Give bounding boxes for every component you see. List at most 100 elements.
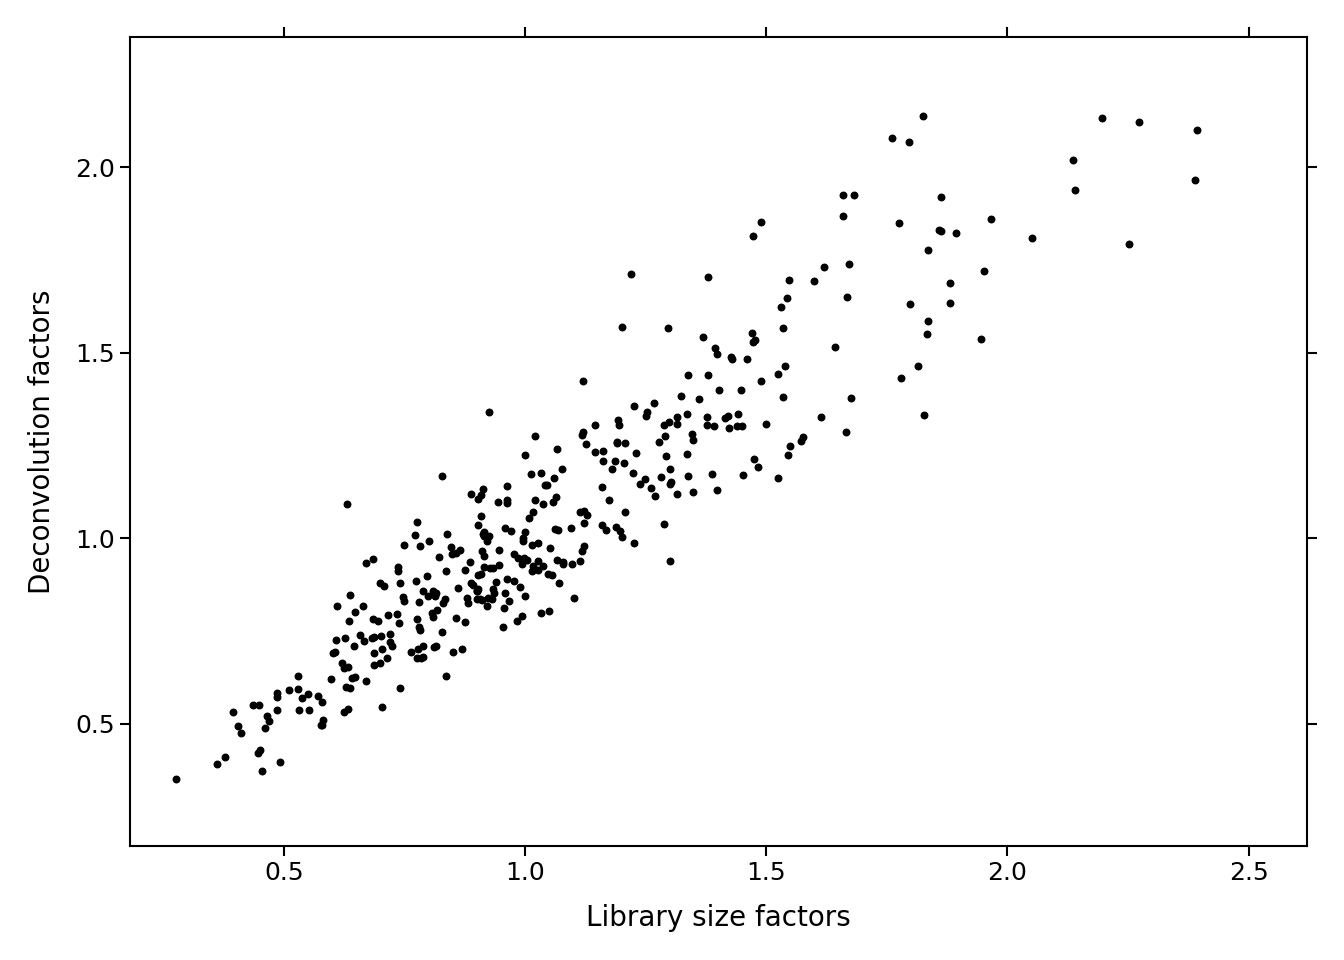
Point <box>907 359 929 374</box>
Point <box>731 468 753 483</box>
Point <box>657 321 679 336</box>
Point <box>312 712 333 728</box>
Point <box>496 495 517 511</box>
Point <box>495 586 516 601</box>
Point <box>659 415 680 430</box>
Point <box>339 613 360 629</box>
Point <box>352 598 374 613</box>
Point <box>528 563 550 578</box>
Point <box>523 504 544 519</box>
Point <box>683 485 704 500</box>
Point <box>495 520 516 536</box>
Point <box>703 419 724 434</box>
Point <box>688 391 710 406</box>
Point <box>496 479 517 494</box>
Point <box>478 528 500 543</box>
Point <box>364 658 386 673</box>
Point <box>552 554 574 569</box>
Point <box>394 537 415 552</box>
Point <box>431 624 453 639</box>
Point <box>539 603 560 618</box>
Point <box>524 428 546 444</box>
Point <box>731 418 753 433</box>
Point <box>730 382 751 397</box>
Point <box>445 545 466 561</box>
Point <box>727 419 749 434</box>
Point <box>388 615 410 631</box>
Point <box>683 433 704 448</box>
Point <box>1184 172 1206 187</box>
Point <box>980 211 1001 227</box>
Point <box>410 650 431 665</box>
Point <box>445 611 466 626</box>
Point <box>333 630 355 645</box>
Point <box>426 603 448 618</box>
Point <box>368 613 390 629</box>
Point <box>607 418 629 433</box>
Point <box>620 267 641 282</box>
Point <box>890 371 911 386</box>
Point <box>339 588 360 603</box>
Point <box>780 439 801 454</box>
Point <box>914 407 935 422</box>
Point <box>777 290 798 305</box>
Point <box>206 756 227 772</box>
Point <box>591 479 613 494</box>
Point <box>454 613 476 629</box>
Point <box>482 582 504 597</box>
Point <box>548 575 570 590</box>
Point <box>496 571 517 587</box>
Point <box>376 651 398 666</box>
Point <box>614 504 636 519</box>
Point <box>773 389 794 404</box>
Point <box>551 462 573 477</box>
Point <box>382 638 403 654</box>
Point <box>591 517 613 533</box>
Point <box>946 225 968 240</box>
Point <box>743 451 765 467</box>
Point <box>706 347 727 362</box>
Point <box>431 468 453 484</box>
Point <box>543 470 564 486</box>
Point <box>573 424 594 440</box>
Point <box>508 550 530 565</box>
Point <box>573 539 594 554</box>
Point <box>460 555 481 570</box>
Point <box>477 590 499 606</box>
Point <box>634 471 656 487</box>
Point <box>574 503 595 518</box>
Point <box>718 420 739 436</box>
Point <box>930 189 952 204</box>
Point <box>422 583 444 598</box>
Point <box>466 584 488 599</box>
Point <box>337 701 359 716</box>
Point <box>650 469 672 485</box>
Point <box>660 462 681 477</box>
Point <box>433 595 454 611</box>
Point <box>331 656 352 671</box>
Point <box>409 594 430 610</box>
Point <box>531 466 552 481</box>
Point <box>542 494 563 510</box>
Point <box>353 634 375 649</box>
Point <box>165 772 187 787</box>
Point <box>333 660 355 675</box>
Point <box>840 391 862 406</box>
Point <box>231 725 253 740</box>
Point <box>249 742 270 757</box>
Point <box>500 524 521 540</box>
Point <box>770 300 792 315</box>
Point <box>707 482 728 497</box>
Point <box>441 546 462 562</box>
Point <box>521 538 543 553</box>
Point <box>1064 182 1086 198</box>
Point <box>571 427 593 443</box>
Point <box>939 296 961 311</box>
Point <box>777 447 798 463</box>
Point <box>625 444 646 460</box>
Point <box>473 560 495 575</box>
Point <box>913 108 934 123</box>
Point <box>401 644 422 660</box>
Point <box>843 187 864 203</box>
Point <box>560 556 582 571</box>
